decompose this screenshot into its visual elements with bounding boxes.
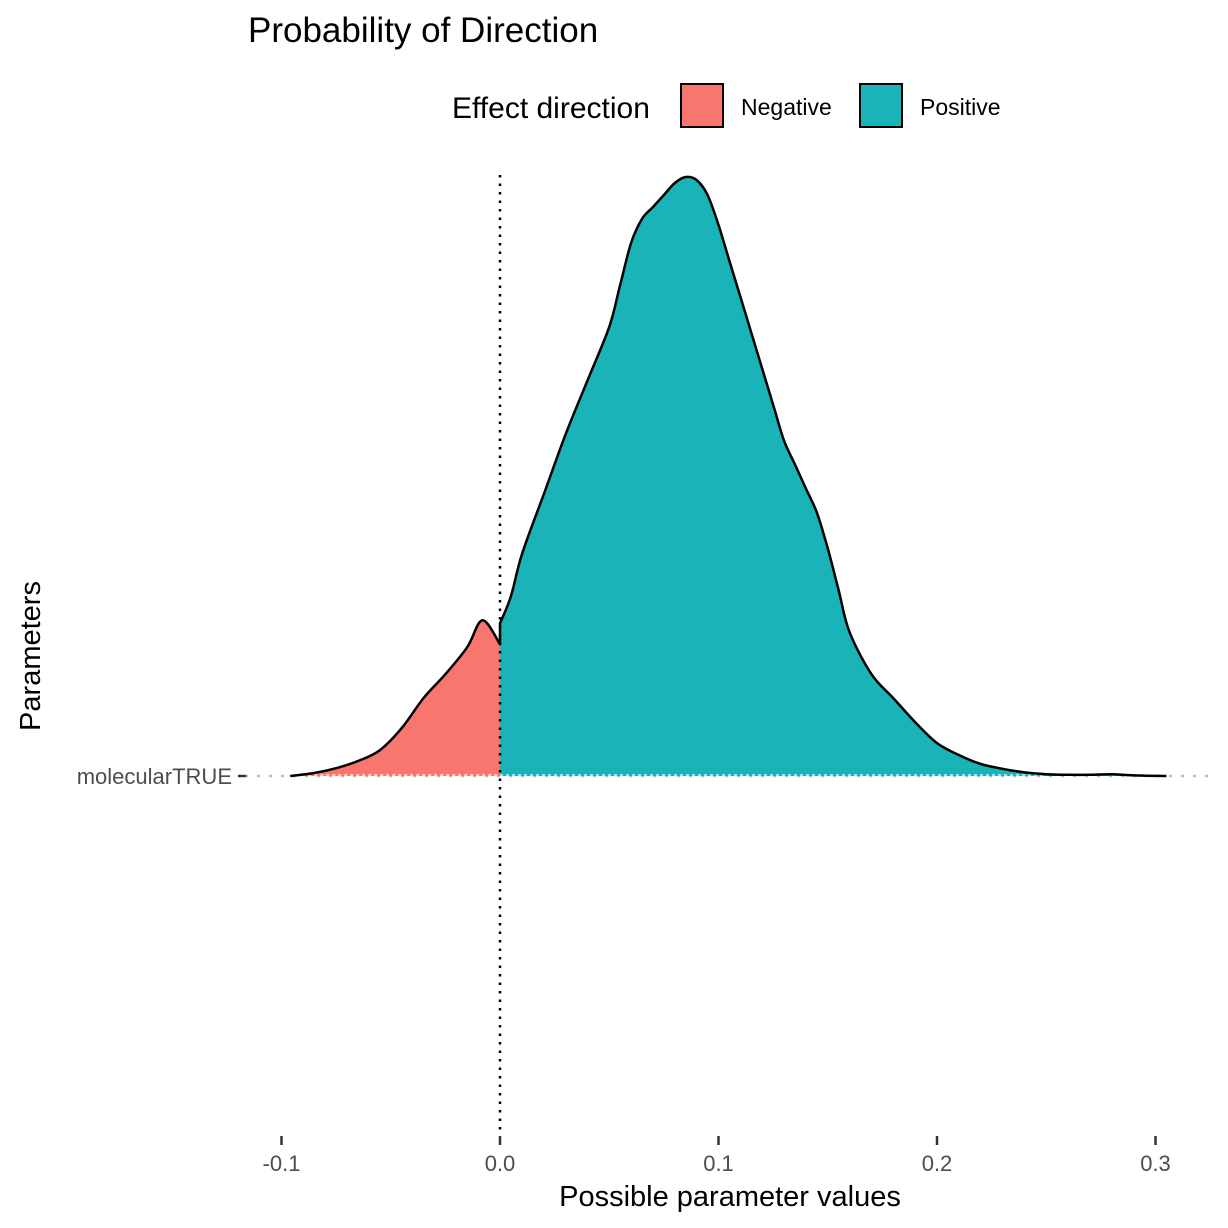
legend: Effect direction Negative Positive — [452, 83, 1001, 128]
x-axis-title: Possible parameter values — [559, 1181, 901, 1213]
x-axis: Possible parameter values -0.1 0.0 0.1 0.2 0… — [263, 1136, 1171, 1213]
y-axis-title: Parameters — [15, 581, 47, 731]
y-axis: molecularTRUE Parameters — [15, 581, 246, 789]
legend-title: Effect direction — [452, 92, 650, 125]
x-tick-label: 0.1 — [703, 1151, 734, 1176]
x-tick-label: -0.1 — [263, 1151, 301, 1176]
x-tick-label: 0.3 — [1140, 1151, 1171, 1176]
x-tick-label: 0.0 — [485, 1151, 516, 1176]
chart-title: Probability of Direction — [248, 11, 598, 50]
density-area-negative — [290, 620, 500, 776]
density-outline — [290, 175, 1167, 778]
legend-label-negative: Negative — [741, 94, 832, 120]
y-tick-label-molecularTRUE: molecularTRUE — [77, 764, 232, 789]
density-area-positive — [500, 176, 1167, 777]
legend-swatch-negative — [680, 83, 724, 128]
x-tick-label: 0.2 — [922, 1151, 953, 1176]
legend-swatch-positive — [859, 83, 903, 128]
legend-label-positive: Positive — [920, 94, 1001, 120]
plot-area — [245, 175, 1210, 1130]
